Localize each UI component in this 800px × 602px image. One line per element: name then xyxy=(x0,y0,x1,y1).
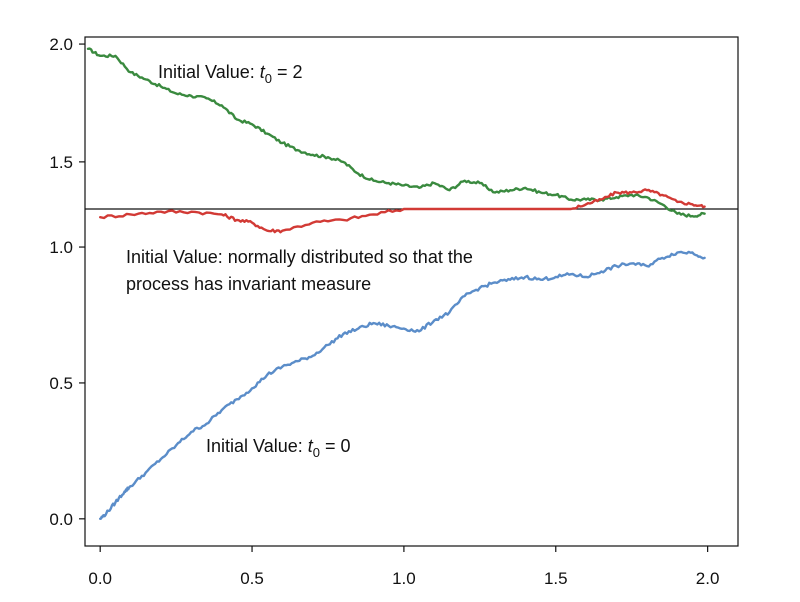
annotation-blue-initial-value: Initial Value: t0 = 0 xyxy=(206,436,351,460)
annotation-green-sub: 0 xyxy=(265,71,272,86)
annotation-blue-prefix: Initial Value: xyxy=(206,436,308,456)
x-tick-label: 1.0 xyxy=(392,569,416,588)
axis-ticks: 0.0 0.5 1.0 1.5 2.0 1.5 2.0 0.0 0.5 1.0 xyxy=(49,35,719,588)
annotation-blue-sub: 0 xyxy=(313,445,320,460)
x-tick-label: 2.0 xyxy=(696,569,720,588)
annotation-green-suffix: = 2 xyxy=(272,62,303,82)
y-tick-label-lower: 0.5 xyxy=(49,374,73,393)
annotations: Initial Value: t0 = 2 Initial Value: nor… xyxy=(126,62,473,460)
annotation-green-prefix: Initial Value: xyxy=(158,62,260,82)
series-line-green xyxy=(86,47,706,218)
y-tick-label-upper: 2.0 xyxy=(49,35,73,54)
annotation-red-line2: process has invariant measure xyxy=(126,274,371,294)
annotation-green-var: t xyxy=(260,62,266,82)
x-tick-label: 1.5 xyxy=(544,569,568,588)
annotation-green-initial-value: Initial Value: t0 = 2 xyxy=(158,62,303,86)
annotation-red-line1: Initial Value: normally distributed so t… xyxy=(126,247,473,267)
y-tick-label-lower: 1.0 xyxy=(49,238,73,257)
series-line-blue xyxy=(99,250,706,520)
annotation-blue-suffix: = 0 xyxy=(320,436,351,456)
y-tick-label-lower: 0.0 xyxy=(49,510,73,529)
plot-border xyxy=(84,36,739,547)
series-line-red xyxy=(99,188,706,234)
y-tick-label-upper: 1.5 xyxy=(49,153,73,172)
x-tick-label: 0.5 xyxy=(240,569,264,588)
series-layer xyxy=(86,47,706,520)
annotation-blue-var: t xyxy=(308,436,314,456)
x-tick-label: 0.0 xyxy=(88,569,112,588)
